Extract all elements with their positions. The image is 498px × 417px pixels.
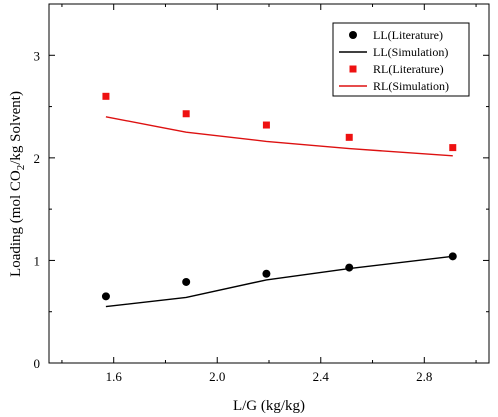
series-2 [105, 255, 453, 308]
data-point [182, 277, 191, 286]
legend-label: RL(Literature) [373, 62, 444, 76]
y-tick-label: 1 [34, 253, 41, 268]
series-line [105, 255, 453, 308]
legend-label: LL(Simulation) [373, 45, 448, 59]
data-point [449, 144, 457, 152]
x-axis-title: L/G (kg/kg) [233, 398, 305, 414]
series-layer [101, 92, 457, 308]
y-axis-title-subscript: 2 [15, 165, 27, 171]
data-point [345, 133, 353, 141]
x-axis-ticks: 1.6 2.0 2.4 2.8 [61, 4, 477, 384]
x-tick-label: 2.8 [416, 369, 432, 384]
legend-label: RL(Simulation) [373, 79, 449, 93]
x-tick-label: 1.6 [106, 369, 123, 384]
data-point [262, 269, 271, 278]
legend-marker-swatch [349, 31, 357, 39]
data-point [262, 121, 270, 129]
data-point [345, 263, 354, 272]
y-axis-title-part-2: /kg Solvent) [8, 91, 24, 165]
y-axis-ticks: 0 1 2 3 [34, 3, 489, 371]
y-axis-title: Loading (mol CO2/kg Solvent) [8, 91, 27, 277]
legend-marker-swatch [349, 65, 357, 73]
y-tick-label: 2 [34, 151, 41, 166]
y-tick-label: 0 [34, 356, 41, 371]
legend: LL(Literature) LL(Simulation) RL(Literatur… [332, 22, 470, 97]
legend-label: LL(Literature) [373, 28, 443, 42]
series-line [105, 116, 453, 157]
series-3 [102, 92, 457, 152]
plot-area: 1.6 2.0 2.4 2.8 0 1 2 3 [34, 3, 490, 384]
series-1 [101, 252, 457, 301]
y-tick-label: 3 [34, 48, 41, 63]
y-axis-title-part-1: Loading (mol CO [8, 170, 24, 277]
x-tick-label: 2.0 [209, 369, 225, 384]
data-point [102, 92, 110, 100]
series-4 [105, 116, 453, 157]
x-tick-label: 2.4 [313, 369, 330, 384]
data-point [182, 110, 190, 118]
data-point [101, 292, 110, 301]
